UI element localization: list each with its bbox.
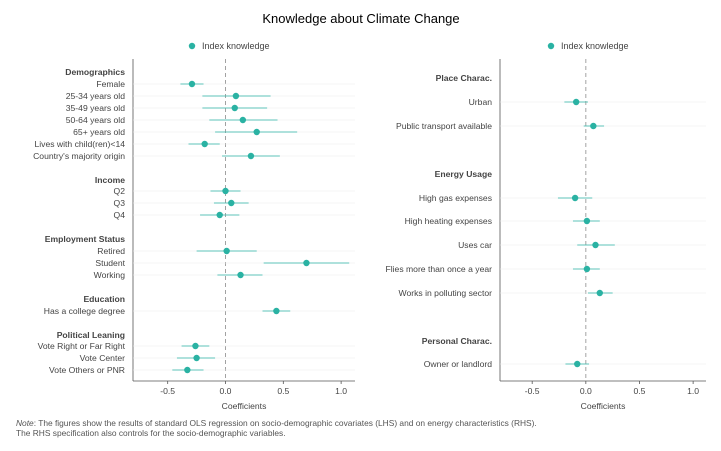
x-tick-label: 1.0 — [335, 386, 347, 396]
group-label-education: Education — [83, 294, 125, 304]
row-label-works-in-polluting-sector: Works in polluting sector — [399, 288, 493, 298]
row-label-student: Student — [95, 258, 125, 268]
row-label-35-49-years-old: 35-49 years old — [66, 103, 125, 113]
coef-point-student — [303, 259, 310, 267]
row-label-vote-right-or-far-right: Vote Right or Far Right — [38, 341, 126, 351]
row-label-working: Working — [94, 270, 126, 280]
coef-panel-left: Index knowledge -0.5 0.0 0.5 1.0 Coefficients… — [33, 41, 355, 411]
coef-point-works-in-polluting-sector — [596, 289, 603, 297]
coef-point-owner-or-landlord — [574, 360, 581, 368]
coef-point-25-34-years-old — [232, 92, 240, 100]
legend-label: Index knowledge — [561, 41, 629, 51]
coef-point-50-64-years-old — [239, 116, 247, 124]
coef-point-vote-center — [193, 354, 200, 362]
coef-point-urban — [572, 98, 580, 106]
coef-point-lives-with-child-ren-14 — [201, 140, 208, 148]
legend-marker — [547, 42, 555, 50]
legend-marker — [188, 42, 196, 50]
row-label-owner-or-landlord: Owner or landlord — [424, 359, 493, 369]
coef-panel-right: Index knowledge -0.5 0.0 0.5 1.0 Coefficients… — [385, 41, 706, 411]
figure-title: Knowledge about Climate Change — [262, 11, 459, 26]
row-label-female: Female — [96, 79, 125, 89]
row-label-25-34-years-old: 25-34 years old — [66, 91, 125, 101]
note-line-1: : The figures show the results of standa… — [33, 418, 537, 428]
x-tick-label: 1.0 — [687, 386, 699, 396]
row-label-q3: Q3 — [114, 198, 126, 208]
figure-note: Note: The figures show the results of st… — [16, 418, 716, 438]
group-label-place-charac: Place Charac. — [436, 73, 492, 83]
row-label-urban: Urban — [469, 97, 493, 107]
coef-point-country-s-majority-origin — [247, 152, 255, 160]
coef-point-uses-car — [592, 241, 599, 249]
coef-point-35-49-years-old — [231, 104, 238, 112]
row-label-high-heating-expenses: High heating expenses — [405, 216, 492, 226]
group-label-political-leaning: Political Leaning — [57, 330, 125, 340]
group-label-demographics: Demographics — [65, 67, 125, 77]
row-label-public-transport-available: Public transport available — [396, 121, 492, 131]
coef-point-high-gas-expenses — [571, 194, 579, 202]
row-label-q2: Q2 — [114, 186, 126, 196]
x-tick-label: 0.5 — [277, 386, 289, 396]
x-tick-label: -0.5 — [525, 386, 540, 396]
coef-point-high-heating-expenses — [583, 217, 591, 225]
row-label-50-64-years-old: 50-64 years old — [66, 115, 125, 125]
x-tick-label: 0.5 — [634, 386, 646, 396]
row-label-country-s-majority-origin: Country's majority origin — [33, 151, 125, 161]
group-label-personal-charac: Personal Charac. — [422, 336, 492, 346]
coef-point-has-a-college-degree — [273, 307, 280, 315]
x-tick-label: 0.0 — [580, 386, 592, 396]
row-label-lives-with-child-ren-14: Lives with child(ren)<14 — [34, 139, 125, 149]
coef-point-q2 — [222, 187, 229, 195]
group-label-energy-usage: Energy Usage — [435, 169, 493, 179]
row-label-uses-car: Uses car — [458, 240, 492, 250]
coef-point-public-transport-available — [590, 122, 597, 130]
row-label-vote-others-or-pnr: Vote Others or PNR — [49, 365, 125, 375]
coef-point-vote-others-or-pnr — [184, 366, 191, 374]
x-axis-title: Coefficients — [581, 401, 626, 411]
row-label-vote-center: Vote Center — [80, 353, 126, 363]
legend-label: Index knowledge — [202, 41, 270, 51]
group-label-employment-status: Employment Status — [45, 234, 125, 244]
x-tick-label: -0.5 — [160, 386, 175, 396]
coef-point-retired — [223, 247, 230, 255]
row-label-q4: Q4 — [114, 210, 126, 220]
x-tick-label: 0.0 — [220, 386, 232, 396]
row-label-flies-more-than-once-a-year: Flies more than once a year — [385, 264, 492, 274]
coef-point-female — [188, 80, 196, 88]
note-lead: Note — [16, 418, 34, 428]
note-line-2: The RHS specification also controls for … — [16, 427, 286, 438]
coef-point-q3 — [228, 199, 235, 207]
x-axis-title: Coefficients — [222, 401, 267, 411]
coef-point-working — [237, 271, 244, 279]
coef-point-q4 — [216, 211, 223, 219]
coef-point-65-years-old — [253, 128, 260, 136]
row-label-has-a-college-degree: Has a college degree — [44, 306, 125, 316]
group-label-income: Income — [95, 175, 125, 185]
row-label-high-gas-expenses: High gas expenses — [419, 193, 492, 203]
coef-point-flies-more-than-once-a-year — [583, 265, 591, 273]
coef-point-vote-right-or-far-right — [192, 342, 199, 350]
row-label-65-years-old: 65+ years old — [73, 127, 125, 137]
row-label-retired: Retired — [97, 246, 125, 256]
